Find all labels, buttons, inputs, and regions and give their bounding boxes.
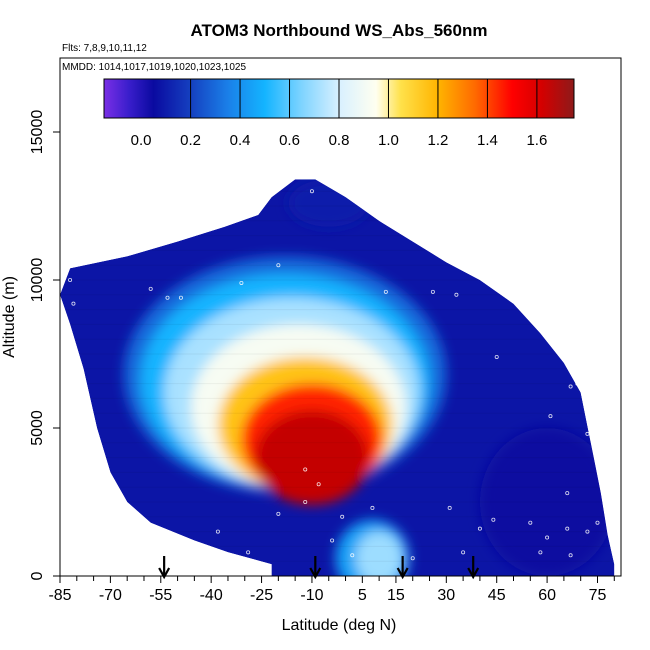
x-tick-label: -70 [99, 587, 122, 604]
sample-point [535, 313, 540, 318]
heatmap-feature [355, 531, 403, 576]
x-tick-label: -55 [149, 587, 172, 604]
sample-point [410, 556, 415, 561]
sample-point [538, 550, 543, 555]
sample-point [565, 526, 570, 531]
heatmap-feature [288, 179, 370, 227]
y-tick-label: 0 [29, 571, 46, 580]
colorbar-tick-label: 1.0 [378, 132, 399, 149]
sample-point [528, 520, 533, 525]
sample-point [330, 538, 335, 543]
down-arrow-head [396, 567, 409, 580]
sample-point [246, 550, 251, 555]
arrow-markers [158, 556, 480, 580]
y-tick-label: 15000 [29, 110, 46, 155]
x-tick-label: 75 [589, 587, 607, 604]
sample-point [447, 505, 452, 510]
sample-point [276, 511, 281, 516]
colorbar-dividers [190, 79, 538, 118]
colorbar-tick-label: 1.2 [428, 132, 449, 149]
sample-point [370, 505, 375, 510]
heatmap-feature [479, 428, 615, 576]
sample-point [316, 482, 321, 487]
sample-point [178, 295, 183, 300]
sample-point [215, 529, 220, 534]
sample-point [148, 286, 153, 291]
y-axis: 0 5000 10000 15000 [29, 110, 60, 580]
sample-point [565, 491, 570, 496]
down-arrow [396, 556, 409, 580]
sample-point [303, 499, 308, 504]
x-axis-label: Latitude (deg N) [282, 617, 397, 634]
sample-point [165, 295, 170, 300]
chart-title: ATOM3 Northbound WS_Abs_560nm [191, 21, 488, 40]
x-tick-label: -25 [250, 587, 273, 604]
dates-subtitle: MMDD: 1014,1017,1019,1020,1023,1025 [62, 62, 246, 73]
sample-point [595, 520, 600, 525]
sample-point [303, 467, 308, 472]
sample-point [68, 277, 73, 282]
colorbar-tick-label: 1.6 [526, 132, 547, 149]
down-arrow-head [467, 567, 480, 580]
y-tick-label: 10000 [29, 258, 46, 303]
colorbar-tick-label: 0.6 [279, 132, 300, 149]
colorbar-tick-label: 0.2 [180, 132, 201, 149]
sample-points [68, 189, 600, 561]
down-arrow [309, 556, 322, 580]
colorbar-ticks: 0.0 0.2 0.4 0.6 0.8 1.0 1.2 1.4 1.6 [131, 132, 548, 149]
sample-point [71, 301, 76, 306]
x-tick-label: 15 [387, 587, 405, 604]
sample-point [383, 289, 388, 294]
heatmap-features [123, 179, 615, 576]
x-tick-label: 60 [538, 587, 556, 604]
y-axis-label: Altitude (m) [1, 276, 18, 358]
sample-point [461, 550, 466, 555]
sample-point [568, 553, 573, 558]
sample-point [350, 553, 355, 558]
x-tick-label: 30 [437, 587, 455, 604]
sample-point [276, 263, 281, 268]
sample-point [548, 414, 553, 419]
sample-point [545, 535, 550, 540]
sample-point [494, 354, 499, 359]
sample-point [340, 514, 345, 519]
plot-frame [59, 57, 622, 577]
colorbar: 0.0 0.2 0.4 0.6 0.8 1.0 1.2 1.4 1.6 [103, 78, 575, 149]
down-arrow [467, 556, 480, 580]
sample-point [585, 431, 590, 436]
sample-point [585, 529, 590, 534]
x-tick-label: -40 [200, 587, 223, 604]
x-axis: -85 -70 -55 -40 -25 -10 5 15 30 45 60 75 [48, 576, 615, 604]
sample-point [454, 292, 459, 297]
down-arrow [158, 556, 171, 580]
sample-point [239, 280, 244, 285]
sample-point [568, 384, 573, 389]
colorbar-tick-label: 0.0 [131, 132, 152, 149]
y-tick-label: 5000 [29, 410, 46, 446]
sample-point [538, 307, 543, 312]
data-layer [60, 179, 615, 576]
x-tick-label: 5 [358, 587, 367, 604]
sample-point [491, 517, 496, 522]
sample-point [578, 366, 583, 371]
down-arrow-head [309, 567, 322, 580]
x-tick-label: -85 [48, 587, 71, 604]
down-arrow-head [158, 567, 171, 580]
sample-point [430, 289, 435, 294]
sample-point [309, 189, 314, 194]
sample-point [575, 381, 580, 386]
colorbar-tick-label: 1.4 [477, 132, 498, 149]
x-tick-label: 45 [488, 587, 506, 604]
colorbar-tick-label: 0.8 [329, 132, 350, 149]
x-tick-label: -10 [300, 587, 323, 604]
sample-point [477, 526, 482, 531]
colorbar-tick-label: 0.4 [230, 132, 251, 149]
heatmap-feature [254, 410, 370, 505]
flights-subtitle: Flts: 7,8,9,10,11,12 [62, 43, 147, 54]
